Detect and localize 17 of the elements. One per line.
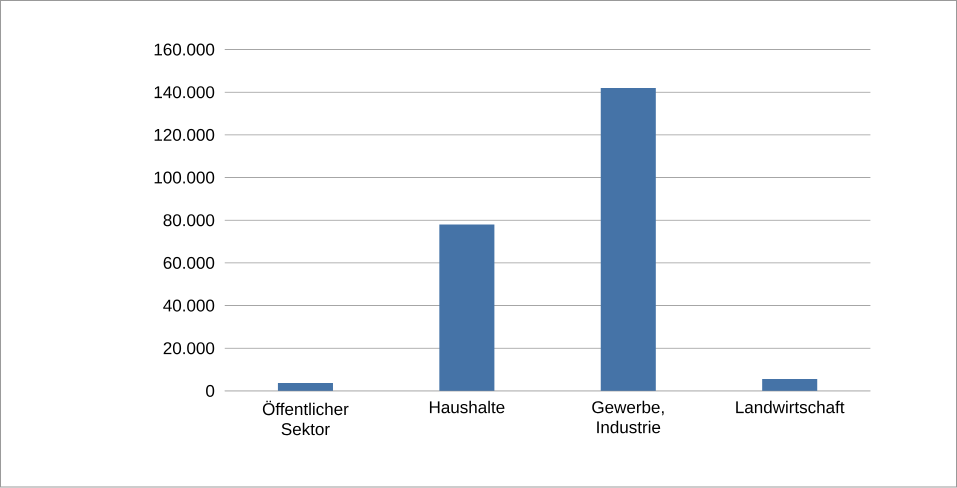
x-tick-label: Öffentlicher Sektor [262,401,349,436]
y-tick-label: 120.000 [154,129,214,142]
y-tick-label: 40.000 [163,300,214,312]
y-tick-label: 140.000 [154,86,214,98]
x-tick-label: Haushalte [430,401,504,414]
y-tick-label: 60.000 [164,257,214,270]
x-tick-label: Gewerbe, Industrie [592,401,664,434]
bar [762,379,818,392]
bar [278,383,333,392]
y-tick-label: 100.000 [154,172,214,184]
y-tick-label: 0 [206,385,214,398]
bar [600,88,656,392]
y-tick-label: 80.000 [164,214,214,227]
x-tick-label: Landwirtschaft [736,401,844,414]
y-tick-label: 160.000 [154,44,214,56]
y-tick-label: 20.000 [164,342,214,355]
bar [439,224,494,392]
